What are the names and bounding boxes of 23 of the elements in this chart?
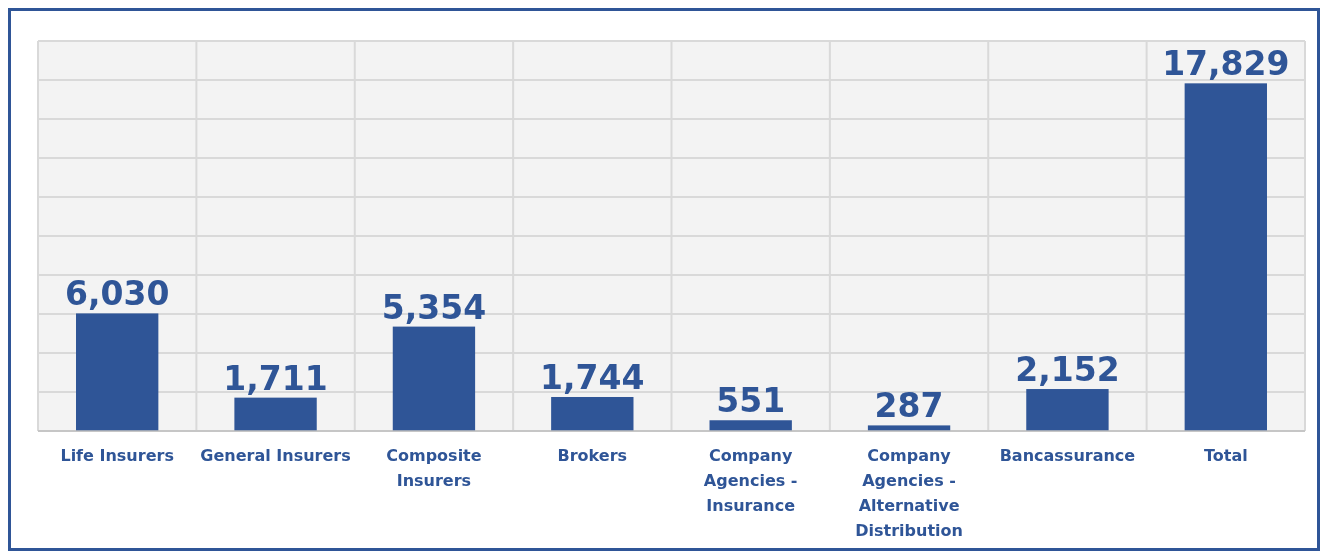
x-tick-label: Total — [1203, 446, 1248, 465]
bar — [392, 326, 476, 431]
x-tick-label: Company Agencies - Insurance — [703, 446, 798, 515]
x-tick-label: General Insurers — [200, 446, 351, 465]
bar — [76, 313, 159, 431]
bar — [234, 397, 317, 431]
x-tick-label: Composite Insurers — [386, 446, 482, 490]
x-tick-label: Bancassurance — [999, 446, 1136, 465]
data-label: 1,711 — [223, 358, 328, 398]
x-tick-label: Company Agencies - Alternative Distribution — [855, 446, 963, 540]
x-tick-label: Brokers — [557, 446, 628, 465]
bar — [1026, 389, 1109, 431]
bar — [1184, 83, 1267, 431]
data-label: 17,829 — [1162, 44, 1290, 84]
bar — [709, 420, 792, 431]
data-label: 5,354 — [381, 287, 487, 327]
data-label: 551 — [716, 381, 786, 421]
data-label: 6,030 — [64, 274, 170, 314]
x-tick-label: Life Insurers — [60, 446, 174, 465]
bar — [551, 396, 634, 431]
data-label: 1,744 — [540, 357, 645, 397]
data-label: 287 — [874, 386, 944, 426]
data-label: 2,152 — [1015, 350, 1120, 390]
